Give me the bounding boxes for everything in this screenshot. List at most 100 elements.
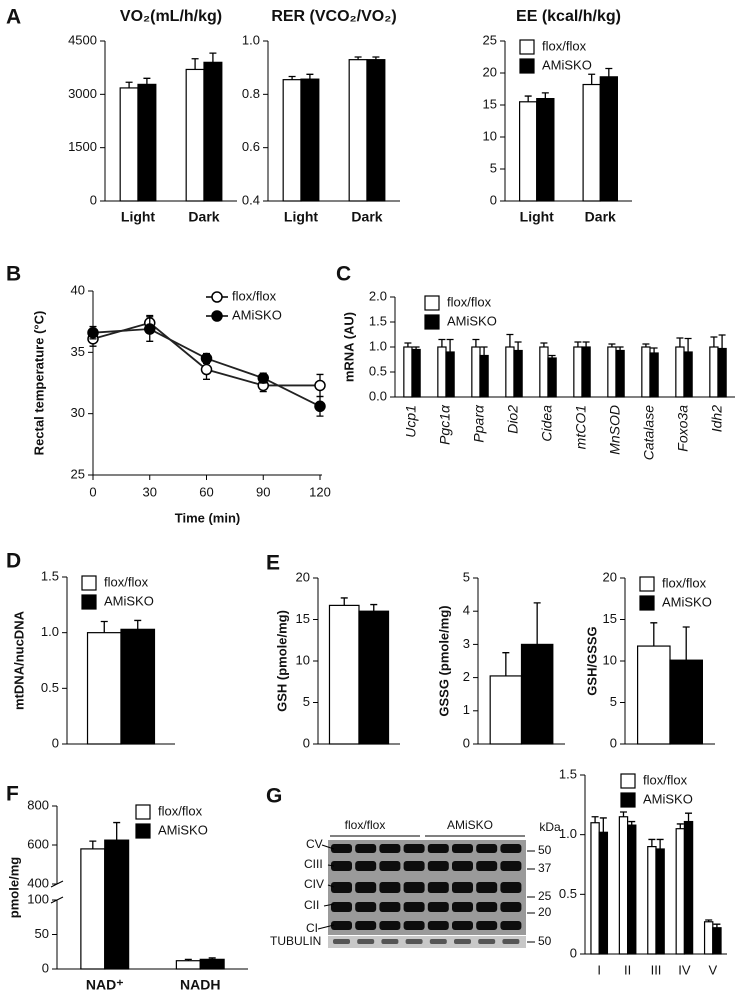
blot-band — [452, 882, 473, 893]
error-bar — [718, 334, 726, 349]
bar — [348, 59, 368, 202]
marker-label: 50 — [538, 843, 552, 857]
y-tick-label: 4 — [463, 603, 470, 618]
error-bar — [650, 347, 658, 353]
point — [257, 372, 269, 384]
complex-label: CIV — [304, 877, 324, 891]
point — [87, 326, 99, 339]
bar — [536, 97, 555, 202]
bar — [520, 643, 554, 745]
y-tick-label: 1500 — [68, 139, 97, 154]
x-tick-label: V — [708, 962, 717, 977]
y-tick-label: 10 — [483, 128, 497, 143]
blot-band — [500, 861, 522, 871]
bar — [683, 820, 694, 955]
blot-band — [502, 939, 520, 944]
error-bar — [574, 341, 582, 347]
bar — [618, 816, 629, 955]
blot-band — [429, 939, 447, 944]
legend-swatch — [519, 58, 535, 74]
legend-swatch — [639, 576, 655, 592]
legend-label: AMiSKO — [104, 593, 154, 608]
panel-label: D — [6, 550, 21, 573]
y-tick-label: 10 — [296, 652, 310, 667]
x-tick-label: Idh2 — [709, 405, 725, 432]
error-bar — [514, 341, 522, 351]
bar — [137, 83, 157, 202]
y-tick-label: 0 — [490, 192, 497, 207]
y-tick-label: 0 — [463, 735, 470, 750]
bar — [717, 347, 727, 398]
y-tick-label: 25 — [483, 32, 497, 47]
blot-band — [355, 882, 377, 893]
y-tick-label: 1.5 — [559, 766, 577, 781]
x-tick-label: Light — [121, 209, 156, 225]
error-bar — [113, 821, 121, 841]
y-tick-label: 1.5 — [369, 313, 387, 328]
error-bar — [472, 338, 480, 347]
error-bar — [582, 341, 590, 347]
y-tick-label: 1.0 — [369, 338, 387, 353]
error-bar — [404, 342, 412, 347]
y-axis-label: Rectal temperature (°C) — [31, 311, 46, 456]
error-bar — [372, 56, 380, 60]
marker-tick — [527, 850, 535, 943]
blot-band — [355, 902, 377, 912]
complex-label: CV — [306, 837, 323, 851]
y-tick-label: 0.0 — [369, 388, 387, 403]
error-bar — [608, 343, 616, 347]
blot-band — [355, 844, 377, 853]
blot-band — [331, 921, 352, 930]
bar — [519, 101, 538, 202]
blot-band — [476, 882, 498, 893]
error-bar — [184, 958, 192, 961]
bar — [590, 822, 600, 955]
bar — [599, 76, 618, 202]
chart-title: EE (kcal/h/kg) — [516, 8, 621, 25]
y-tick-label: 0 — [610, 735, 617, 750]
error-bar — [710, 336, 718, 347]
error-bar — [533, 602, 541, 645]
error-bar — [684, 337, 692, 352]
y-tick-label: 1.0 — [559, 826, 577, 841]
loading-label: TUBULIN — [270, 934, 321, 948]
panel-label: C — [336, 263, 351, 286]
legend-swatch — [424, 314, 440, 330]
x-tick-label: IV — [678, 962, 691, 977]
y-tick-label: 20 — [296, 569, 310, 584]
legend-swatch — [519, 39, 535, 55]
bar — [411, 348, 421, 398]
y-tick-label: 10 — [603, 652, 617, 667]
error-bar — [713, 923, 721, 928]
y-tick-label: 4500 — [68, 32, 97, 47]
y-tick-label: 5 — [610, 694, 617, 709]
bar — [282, 79, 302, 202]
y-tick-label: 5 — [303, 694, 310, 709]
x-tick-label: Dark — [188, 209, 219, 225]
bar — [185, 68, 205, 202]
x-tick-label: Catalase — [641, 405, 657, 460]
bar — [300, 78, 320, 202]
y-tick-label: 800 — [27, 797, 49, 812]
marker-label: 50 — [538, 934, 552, 948]
bar — [479, 354, 489, 398]
y-tick-label: 0.5 — [41, 680, 59, 695]
bar — [547, 357, 557, 398]
complex-label: CIII — [304, 857, 323, 871]
western-blot: flox/flox AMiSKO kDa CV CIII CIV CII CI … — [270, 818, 561, 948]
x-tick-label: Pparα — [471, 404, 487, 443]
error-bar — [134, 619, 142, 630]
x-tick-label: NADH — [180, 977, 220, 993]
bar — [403, 346, 413, 398]
bar — [203, 61, 223, 202]
bar — [615, 349, 625, 398]
blot-band — [427, 861, 449, 871]
blot-band — [427, 902, 449, 912]
blot-band — [331, 861, 352, 871]
blot-band — [403, 861, 425, 871]
blot-band — [500, 902, 522, 912]
x-tick-label: Foxo3a — [675, 405, 691, 452]
legend-swatch — [81, 594, 97, 610]
blot-band — [355, 861, 377, 871]
marker-label: 20 — [538, 905, 552, 919]
